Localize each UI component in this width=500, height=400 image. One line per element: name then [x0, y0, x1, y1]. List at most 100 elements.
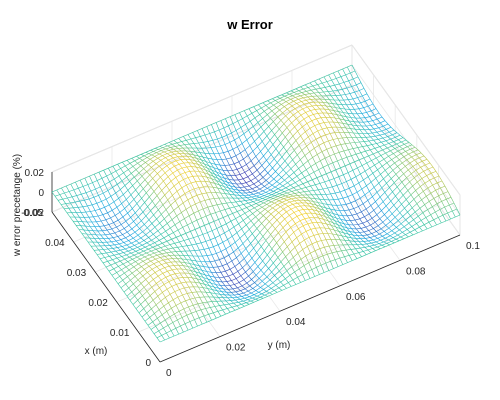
mesh-line	[284, 106, 288, 110]
mesh-line	[344, 240, 350, 242]
mesh-line	[133, 221, 137, 226]
mesh-line	[379, 196, 384, 202]
mesh-line	[120, 224, 125, 229]
mesh-line	[243, 204, 247, 208]
mesh-line	[169, 265, 174, 267]
mesh-line	[282, 108, 288, 114]
mesh-line	[306, 145, 310, 152]
mesh-line	[173, 140, 178, 144]
mesh-line	[298, 99, 302, 102]
mesh-line	[246, 282, 251, 287]
mesh-line	[191, 166, 197, 168]
mesh-line	[309, 82, 314, 87]
mesh-line	[107, 228, 112, 231]
mesh-line	[258, 136, 263, 142]
mesh-line	[246, 160, 252, 165]
mesh-line	[377, 151, 382, 156]
mesh-line	[164, 150, 169, 153]
mesh-line	[370, 136, 374, 141]
mesh-line	[267, 100, 271, 104]
mesh-line	[244, 288, 249, 292]
mesh-line	[252, 173, 256, 178]
mesh-line	[157, 226, 163, 232]
mesh-line	[349, 161, 355, 165]
mesh-line	[188, 304, 194, 308]
mesh-line	[402, 216, 407, 221]
mesh-line	[242, 190, 246, 194]
mesh-line	[328, 109, 333, 114]
mesh-line	[276, 177, 282, 182]
mesh-line	[207, 278, 213, 281]
mesh-line	[249, 199, 254, 202]
mesh-line	[268, 191, 274, 194]
mesh-line	[356, 228, 360, 233]
mesh-line	[301, 233, 305, 241]
mesh-line	[327, 126, 332, 129]
mesh-line	[233, 226, 238, 233]
mesh-line	[333, 266, 339, 269]
mesh-line	[244, 169, 250, 173]
mesh-line	[210, 192, 215, 199]
mesh-line	[404, 144, 408, 147]
mesh-line	[212, 186, 218, 189]
mesh-line	[378, 241, 384, 244]
mesh-line	[396, 143, 400, 147]
mesh-line	[201, 215, 207, 219]
mesh-line	[114, 178, 118, 185]
mesh-line	[192, 176, 197, 182]
mesh-line	[347, 260, 353, 263]
mesh-line	[178, 179, 184, 183]
mesh-line	[159, 267, 165, 271]
mesh-line	[296, 114, 302, 119]
mesh-line	[184, 272, 188, 278]
mesh-line	[349, 240, 355, 242]
mesh-line	[207, 301, 212, 303]
mesh-line	[363, 155, 369, 159]
mesh-line	[365, 237, 371, 239]
mesh-line	[95, 188, 99, 196]
mesh-line	[180, 233, 186, 236]
mesh-line	[160, 300, 165, 307]
mesh-line	[264, 140, 271, 147]
mesh-line	[286, 122, 292, 128]
mesh-line	[250, 190, 256, 193]
mesh-line	[156, 214, 162, 220]
mesh-line	[320, 136, 324, 143]
mesh-line	[371, 218, 376, 223]
mesh-line	[327, 220, 332, 226]
mesh-line	[194, 297, 199, 304]
mesh-line	[78, 229, 83, 234]
mesh-line	[268, 126, 272, 131]
mesh-line	[384, 214, 388, 219]
mesh-line	[357, 235, 361, 239]
mesh-line	[282, 192, 288, 195]
mesh-line	[396, 156, 400, 160]
mesh-line	[210, 214, 215, 222]
mesh-line	[315, 88, 321, 90]
mesh-line	[151, 167, 155, 171]
mesh-line	[393, 205, 398, 210]
mesh-line	[277, 185, 283, 189]
mesh-line	[251, 113, 256, 119]
mesh-line	[366, 252, 372, 255]
mesh-line	[393, 177, 400, 183]
mesh-line	[423, 191, 427, 197]
mesh-line	[165, 157, 169, 161]
mesh-line	[333, 70, 339, 74]
mesh-line	[307, 157, 313, 162]
mesh-line	[337, 70, 342, 77]
mesh-line	[262, 296, 268, 299]
mesh-line	[213, 167, 219, 170]
mesh-line	[162, 199, 168, 206]
mesh-line	[345, 249, 350, 256]
mesh-line	[371, 143, 377, 145]
mesh-line	[88, 230, 92, 235]
mesh-line	[163, 248, 169, 251]
mesh-line	[150, 181, 156, 188]
mesh-line	[352, 167, 358, 171]
mesh-line	[261, 180, 267, 185]
mesh-line	[175, 174, 181, 178]
mesh-line	[329, 218, 334, 223]
mesh-line	[149, 244, 154, 248]
mesh-line	[368, 140, 373, 145]
